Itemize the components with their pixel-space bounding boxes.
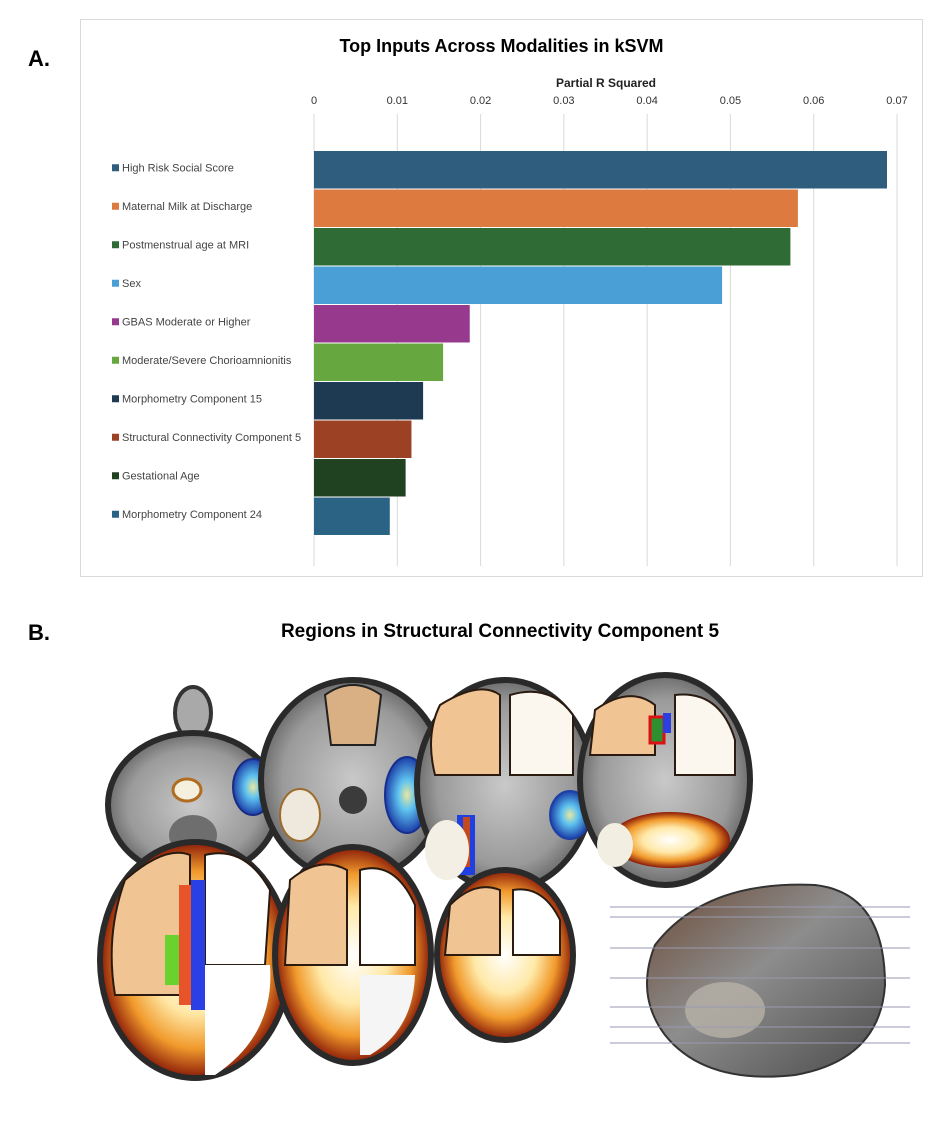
brain-panel-title: Regions in Structural Connectivity Compo…	[280, 621, 720, 642]
bar	[314, 151, 888, 189]
panel-a-label: A.	[28, 46, 50, 71]
legend-swatch	[112, 510, 119, 518]
bar	[314, 459, 406, 497]
legend-label: High Risk Social Score	[122, 162, 234, 174]
legend-label: Structural Connectivity Component 5	[122, 432, 301, 444]
x-tick-label: 0.07	[886, 95, 907, 107]
bar-chart: 0 0.01 0.02 0.03 0.04 0.05 0.06 0.07 High Risk S…	[112, 95, 908, 566]
legend-swatch	[112, 433, 119, 441]
legend-label: Morphometry Component 15	[122, 393, 262, 405]
legend-label: Moderate/Severe Chorioamnionitis	[122, 355, 292, 367]
axial-slice-4	[577, 672, 753, 888]
bar	[314, 343, 444, 381]
bar	[314, 497, 390, 535]
brain-3d-render	[610, 883, 910, 1078]
legend-swatch	[112, 164, 119, 172]
x-tick-label: 0.03	[553, 95, 574, 107]
axial-slice-6	[272, 844, 434, 1066]
axial-slice-7	[434, 867, 576, 1043]
x-axis-title: Partial R Squared	[555, 76, 657, 90]
panel-b-label: B.	[28, 620, 50, 645]
legend-swatch	[112, 472, 119, 480]
legend-label: GBAS Moderate or Higher	[122, 316, 251, 328]
legend-label: Sex	[122, 278, 141, 290]
bar	[314, 266, 723, 304]
x-tick-label: 0.04	[636, 95, 657, 107]
bar	[314, 228, 791, 266]
x-tick-label: 0.06	[803, 95, 824, 107]
axial-slice-5	[97, 839, 293, 1081]
axial-slice-3	[414, 677, 596, 893]
legend-label: Gestational Age	[122, 470, 200, 482]
x-tick-label: 0.01	[387, 95, 408, 107]
brain-slices-figure	[97, 672, 910, 1081]
chart-area: Top Inputs Across Modalities in kSVM Par…	[80, 19, 923, 577]
bar	[314, 305, 470, 343]
legend-label: Morphometry Component 24	[122, 509, 262, 521]
legend-swatch	[112, 202, 119, 210]
legend-label: Postmenstrual age at MRI	[122, 239, 249, 251]
bar	[314, 189, 798, 227]
legend-swatch	[112, 241, 119, 249]
legend-swatch	[112, 318, 119, 326]
bar	[314, 382, 424, 420]
legend-swatch	[112, 356, 119, 364]
legend-swatch	[112, 395, 119, 403]
x-tick-label: 0.02	[470, 95, 491, 107]
x-tick-label: 0.05	[720, 95, 741, 107]
bar	[314, 420, 412, 458]
chart-title: Top Inputs Across Modalities in kSVM	[339, 36, 664, 56]
legend-label: Maternal Milk at Discharge	[122, 201, 252, 213]
x-tick-label: 0	[311, 95, 317, 107]
legend-swatch	[112, 279, 119, 287]
